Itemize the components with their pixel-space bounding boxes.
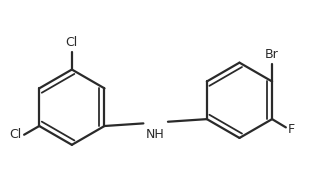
Text: Cl: Cl	[10, 128, 22, 141]
Text: NH: NH	[146, 128, 165, 141]
Text: Br: Br	[265, 48, 279, 61]
Text: Cl: Cl	[66, 36, 78, 49]
Text: F: F	[288, 123, 295, 136]
